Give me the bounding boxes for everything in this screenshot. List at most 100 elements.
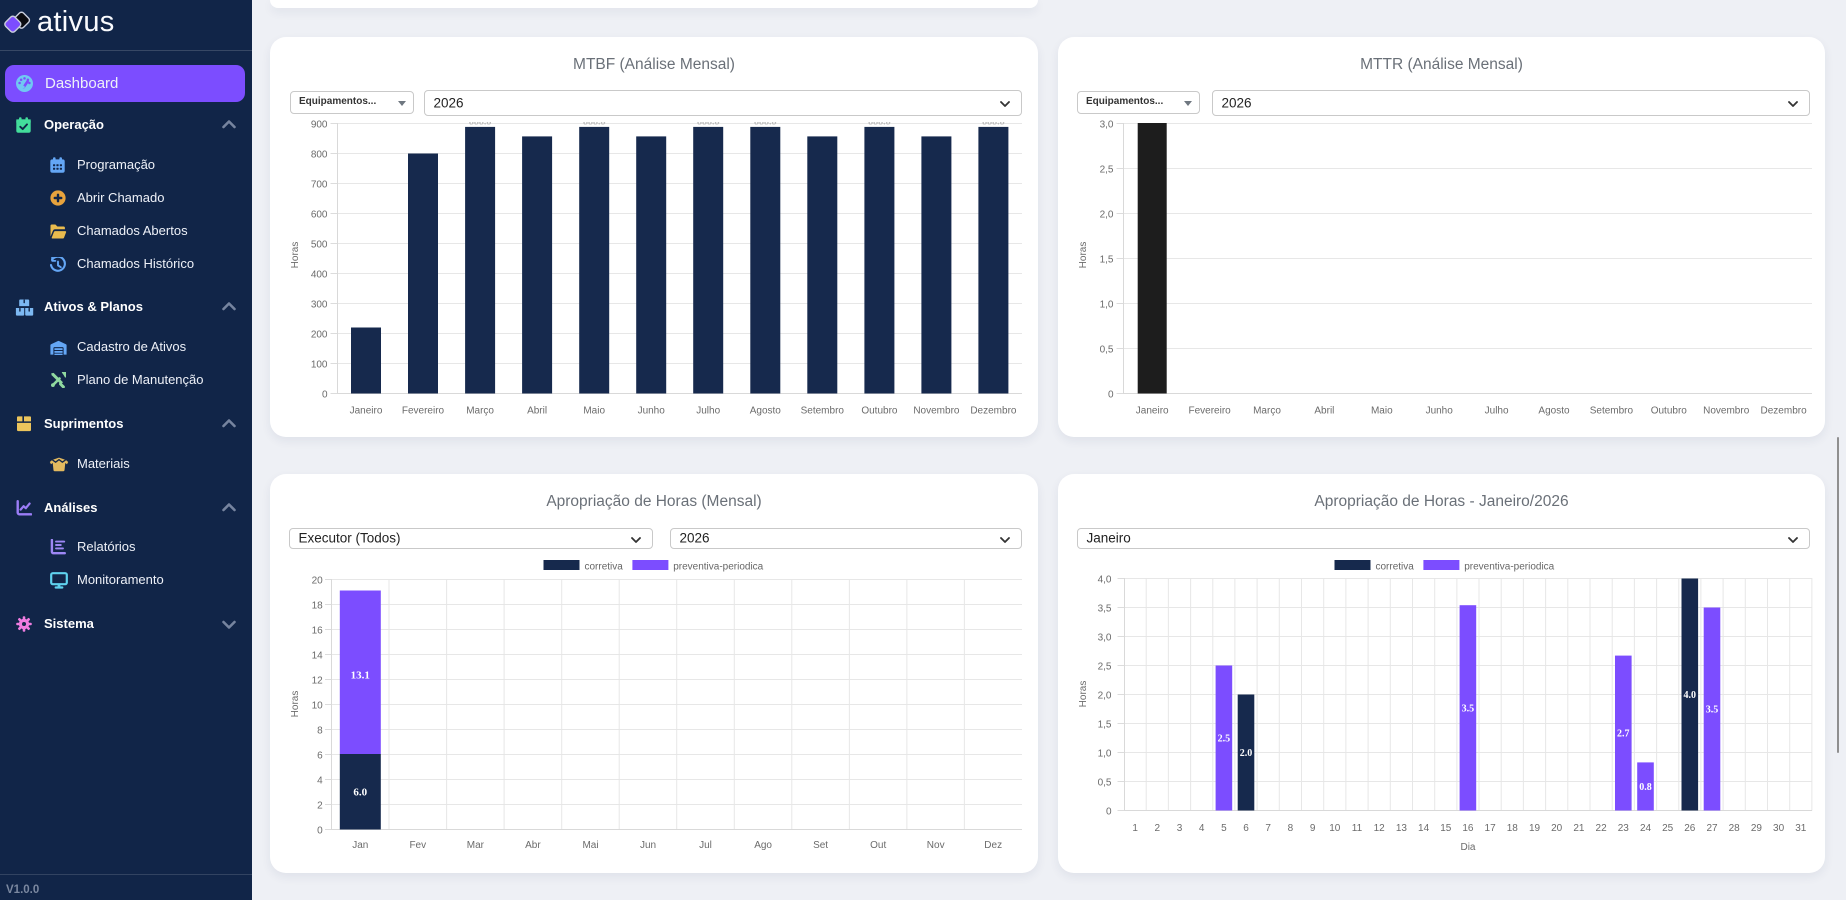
svg-text:Nov: Nov: [927, 840, 945, 851]
svg-text:16: 16: [1462, 823, 1474, 834]
svg-text:Abril: Abril: [1314, 405, 1334, 416]
svg-text:888.8: 888.8: [583, 116, 606, 127]
svg-text:Fevereiro: Fevereiro: [1188, 405, 1231, 416]
svg-text:Agosto: Agosto: [750, 405, 782, 416]
svg-text:30: 30: [1773, 823, 1785, 834]
svg-text:23: 23: [1618, 823, 1630, 834]
svg-text:Setembro: Setembro: [1590, 405, 1634, 416]
svg-text:500: 500: [311, 239, 328, 250]
svg-text:4.0: 4.0: [1684, 690, 1697, 701]
svg-text:Março: Março: [1253, 405, 1281, 416]
svg-text:8: 8: [317, 725, 323, 736]
svg-text:preventiva-periodica: preventiva-periodica: [1464, 561, 1554, 572]
svg-text:Jun: Jun: [640, 840, 656, 851]
svg-text:26: 26: [1684, 823, 1696, 834]
svg-text:Agosto: Agosto: [1538, 405, 1570, 416]
svg-text:6: 6: [1243, 823, 1249, 834]
svg-text:888.8: 888.8: [868, 116, 891, 127]
svg-text:888.8: 888.8: [982, 116, 1005, 127]
svg-text:8: 8: [1288, 823, 1294, 834]
svg-text:Jan: Jan: [352, 840, 368, 851]
svg-text:2: 2: [317, 800, 323, 811]
svg-text:0,5: 0,5: [1100, 344, 1114, 355]
svg-text:2.7: 2.7: [1617, 729, 1630, 740]
svg-text:Out: Out: [870, 840, 886, 851]
svg-text:4: 4: [1199, 823, 1205, 834]
svg-text:888.8: 888.8: [754, 116, 777, 127]
svg-text:Jul: Jul: [699, 840, 712, 851]
svg-text:4,0: 4,0: [1098, 574, 1112, 585]
svg-text:1: 1: [1132, 823, 1138, 834]
svg-text:15: 15: [1440, 823, 1452, 834]
svg-text:1,0: 1,0: [1098, 748, 1112, 759]
svg-text:3.5: 3.5: [1706, 705, 1719, 716]
svg-text:3,0: 3,0: [1100, 119, 1114, 130]
svg-text:25: 25: [1662, 823, 1674, 834]
svg-text:Julho: Julho: [1485, 405, 1509, 416]
svg-text:Abril: Abril: [527, 405, 547, 416]
svg-text:800: 800: [311, 149, 328, 160]
svg-text:1,0: 1,0: [1100, 299, 1114, 310]
svg-text:Dezembro: Dezembro: [1761, 405, 1808, 416]
svg-text:9: 9: [1310, 823, 1316, 834]
svg-text:Mar: Mar: [467, 840, 485, 851]
svg-text:12: 12: [1374, 823, 1386, 834]
svg-text:preventiva-periodica: preventiva-periodica: [673, 561, 763, 572]
svg-text:3,0: 3,0: [1098, 632, 1112, 643]
svg-text:400: 400: [311, 269, 328, 280]
svg-text:Setembro: Setembro: [801, 405, 845, 416]
svg-text:0,5: 0,5: [1098, 777, 1112, 788]
svg-text:Junho: Junho: [1426, 405, 1454, 416]
svg-text:6.0: 6.0: [353, 786, 367, 798]
svg-text:Horas: Horas: [1078, 242, 1089, 269]
svg-text:Fevereiro: Fevereiro: [402, 405, 445, 416]
svg-text:22: 22: [1596, 823, 1608, 834]
svg-text:6: 6: [317, 750, 323, 761]
svg-text:888.8: 888.8: [697, 116, 720, 127]
svg-text:10: 10: [1329, 823, 1341, 834]
svg-text:900: 900: [311, 119, 328, 130]
svg-text:13.1: 13.1: [351, 669, 370, 681]
svg-text:29: 29: [1751, 823, 1763, 834]
svg-text:4: 4: [317, 775, 323, 786]
svg-text:Julho: Julho: [696, 405, 720, 416]
svg-text:18: 18: [312, 600, 324, 611]
svg-text:0.8: 0.8: [1639, 782, 1652, 793]
svg-text:1,5: 1,5: [1100, 254, 1114, 265]
svg-text:Maio: Maio: [1371, 405, 1393, 416]
svg-text:corretiva: corretiva: [1376, 561, 1415, 572]
svg-text:2,5: 2,5: [1098, 661, 1112, 672]
svg-text:2: 2: [1155, 823, 1161, 834]
svg-text:0: 0: [1106, 806, 1112, 817]
svg-text:Novembro: Novembro: [913, 405, 960, 416]
svg-text:Dezembro: Dezembro: [970, 405, 1017, 416]
svg-text:27: 27: [1706, 823, 1718, 834]
svg-text:300: 300: [311, 299, 328, 310]
svg-text:888.8: 888.8: [469, 116, 492, 127]
svg-text:12: 12: [312, 675, 324, 686]
svg-text:17: 17: [1485, 823, 1497, 834]
svg-text:Ago: Ago: [754, 840, 772, 851]
svg-text:Horas: Horas: [290, 691, 301, 718]
svg-text:0: 0: [1108, 389, 1114, 400]
svg-text:7: 7: [1265, 823, 1271, 834]
svg-text:21: 21: [1573, 823, 1585, 834]
svg-text:Mai: Mai: [582, 840, 598, 851]
svg-text:0: 0: [322, 389, 328, 400]
svg-text:Março: Março: [466, 405, 494, 416]
svg-text:11: 11: [1352, 823, 1363, 834]
svg-text:corretiva: corretiva: [585, 561, 624, 572]
svg-text:20: 20: [1551, 823, 1563, 834]
svg-text:1,5: 1,5: [1098, 719, 1112, 730]
svg-text:13: 13: [1396, 823, 1408, 834]
svg-text:10: 10: [312, 700, 324, 711]
svg-text:Janeiro: Janeiro: [350, 405, 383, 416]
svg-text:Dez: Dez: [984, 840, 1002, 851]
svg-text:Dia: Dia: [1460, 842, 1475, 853]
svg-text:Junho: Junho: [638, 405, 666, 416]
svg-text:Abr: Abr: [525, 840, 541, 851]
svg-text:2.0: 2.0: [1240, 748, 1253, 759]
svg-text:100: 100: [311, 359, 328, 370]
svg-text:3.5: 3.5: [1462, 703, 1475, 714]
svg-text:Janeiro: Janeiro: [1136, 405, 1169, 416]
